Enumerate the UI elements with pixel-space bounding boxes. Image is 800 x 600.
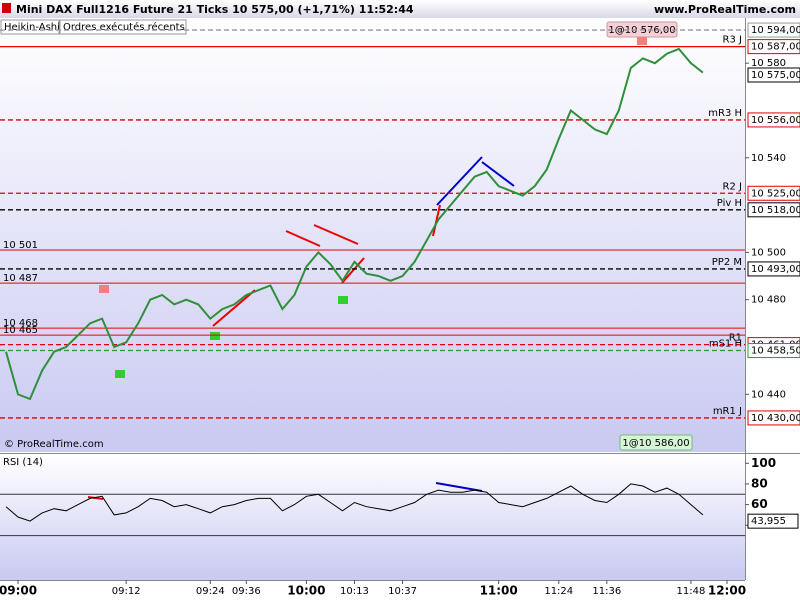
- level-label: 10 493,00: [751, 264, 800, 275]
- order-label: 1@10 586,00: [622, 438, 689, 449]
- level-label: 10 525,00: [751, 188, 800, 199]
- drawing-arrow: [313, 224, 359, 245]
- level-box: [747, 343, 800, 359]
- y-tick-label: 10 440: [751, 389, 786, 400]
- header-title: Mini DAX Full1216 Future 21 Ticks 10 575…: [16, 3, 414, 16]
- x-tick-label: 11:48: [677, 586, 706, 597]
- y-tick-label: 60: [751, 497, 768, 511]
- x-tick-label: 11:36: [592, 586, 621, 597]
- sell-signal: [99, 285, 109, 301]
- annotation-label: 10 501: [3, 240, 38, 251]
- drawing-arrow: [341, 257, 365, 284]
- series-line: [5, 47, 704, 401]
- drawing-arrow: [432, 204, 441, 237]
- header-site: www.ProRealTime.com: [654, 3, 796, 16]
- level-label: 10 587,00: [751, 42, 800, 53]
- logo: [2, 3, 11, 13]
- level-box: [747, 67, 800, 83]
- x-tick-label: 11:00: [480, 584, 518, 598]
- order-box: [619, 434, 693, 451]
- rsi-panel: [0, 455, 745, 580]
- level-label: 10 518,00: [751, 205, 800, 216]
- buy-signal: [115, 362, 125, 378]
- drawing-arrow: [285, 230, 321, 247]
- level-box: [747, 39, 800, 55]
- drawing-arrow: [481, 161, 515, 187]
- y-tick-label: 100: [751, 456, 776, 470]
- header-bar: [0, 0, 800, 18]
- level-box: [747, 202, 800, 218]
- drawing-arrow: [436, 156, 483, 206]
- x-tick-label: 09:00: [0, 584, 37, 598]
- x-tick-label: 10:00: [287, 584, 325, 598]
- level-label: 10 594,00: [751, 25, 800, 36]
- annotation-label: 10 487: [3, 273, 38, 284]
- level-label: 10 556,00: [751, 115, 800, 126]
- level-name: Piv H: [717, 198, 742, 209]
- y-tick-label: 10 480: [751, 295, 786, 306]
- x-tick-label: 09:24: [196, 586, 225, 597]
- series-line: [5, 483, 704, 522]
- x-tick-label: 11:24: [544, 586, 573, 597]
- level-name: mR1 J: [713, 406, 742, 417]
- x-tick-label: 10:13: [340, 586, 369, 597]
- level-box: [747, 410, 800, 426]
- last-value-label: 43,955: [751, 516, 786, 527]
- level-box: [747, 22, 800, 38]
- last-value-box: [747, 513, 799, 529]
- buy-signal: [338, 288, 348, 304]
- y-tick-label: 10 500: [751, 247, 786, 258]
- x-tick-label: 09:12: [112, 586, 141, 597]
- level-box: [747, 112, 800, 128]
- y-tick-label: 10 580: [751, 58, 786, 69]
- level-name: R2 J: [723, 181, 742, 192]
- drawing-line: [87, 496, 104, 500]
- copyright: © ProRealTime.com: [4, 439, 104, 450]
- x-tick-label: 09:36: [232, 586, 261, 597]
- level-label: 10 430,00: [751, 413, 800, 424]
- annotation-label: 10 465: [3, 325, 38, 336]
- level-name: R1: [729, 333, 742, 344]
- level-box: [747, 185, 800, 201]
- x-tick-label: 12:00: [708, 584, 746, 598]
- y-tick-label: 80: [751, 476, 768, 490]
- buy-signal: [210, 324, 220, 340]
- level-name: mR3 H: [708, 108, 742, 119]
- y-tick-label: 10 540: [751, 153, 786, 164]
- style-label: Heikin-Ashi: [4, 22, 60, 33]
- level-name: PP2 M: [712, 257, 742, 268]
- annotation-label: 10 468: [3, 318, 38, 329]
- rsi-title: RSI (14): [3, 457, 43, 468]
- orders-label: Ordres exécutés récents: [63, 21, 185, 33]
- level-name: mS1 H: [709, 339, 742, 350]
- level-box: [747, 261, 800, 277]
- level-label: 10 458,50: [751, 346, 800, 357]
- price-panel: [0, 18, 745, 452]
- drawing-arrow: [212, 289, 256, 327]
- level-name: R3 J: [723, 35, 742, 46]
- x-tick-label: 10:37: [388, 586, 417, 597]
- level-label: 10 575,00: [751, 70, 800, 81]
- sell-signal: [637, 37, 647, 53]
